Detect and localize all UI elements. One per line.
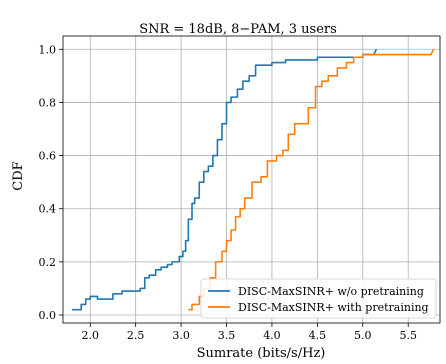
x-tick-label: 5.5 [399, 329, 417, 342]
y-tick-label: 0.4 [39, 203, 57, 216]
series-line-2 [188, 48, 435, 311]
x-tick-label: 3.5 [218, 329, 236, 342]
grid-layer [63, 36, 440, 323]
y-tick-label: 0.0 [39, 309, 57, 322]
y-axis-label: CDF [11, 161, 26, 190]
x-tick-label: 2.0 [82, 329, 100, 342]
x-axis-label: Sumrate (bits/s/Hz) [197, 346, 326, 361]
tick-layer: 2.0 2.5 3.0 3.5 4.0 4.5 5.0 5.5 0.0 0.2 0.4 0.6 0.8 1… [39, 43, 417, 342]
legend-label-1: DISC-MaxSINR+ w/o pretraining [238, 285, 424, 298]
series-layer [72, 48, 435, 311]
legend-label-2: DISC-MaxSINR+ with pretraining [238, 301, 429, 314]
x-tick-label: 4.0 [263, 329, 281, 342]
chart-title: SNR = 18dB, 8−PAM, 3 users [139, 22, 337, 37]
series-line-1 [72, 48, 378, 311]
y-tick-label: 1.0 [39, 43, 57, 56]
x-tick-label: 3.0 [172, 329, 190, 342]
y-tick-label: 0.6 [39, 150, 57, 163]
y-tick-label: 0.2 [39, 256, 57, 269]
legend: DISC-MaxSINR+ w/o pretraining DISC-MaxSIN… [200, 278, 437, 319]
x-tick-label: 5.0 [354, 329, 372, 342]
y-tick-label: 0.8 [39, 96, 57, 109]
plot-frame [62, 35, 441, 324]
legend-box [200, 278, 437, 319]
x-tick-label: 2.5 [127, 329, 145, 342]
x-tick-label: 4.5 [309, 329, 327, 342]
